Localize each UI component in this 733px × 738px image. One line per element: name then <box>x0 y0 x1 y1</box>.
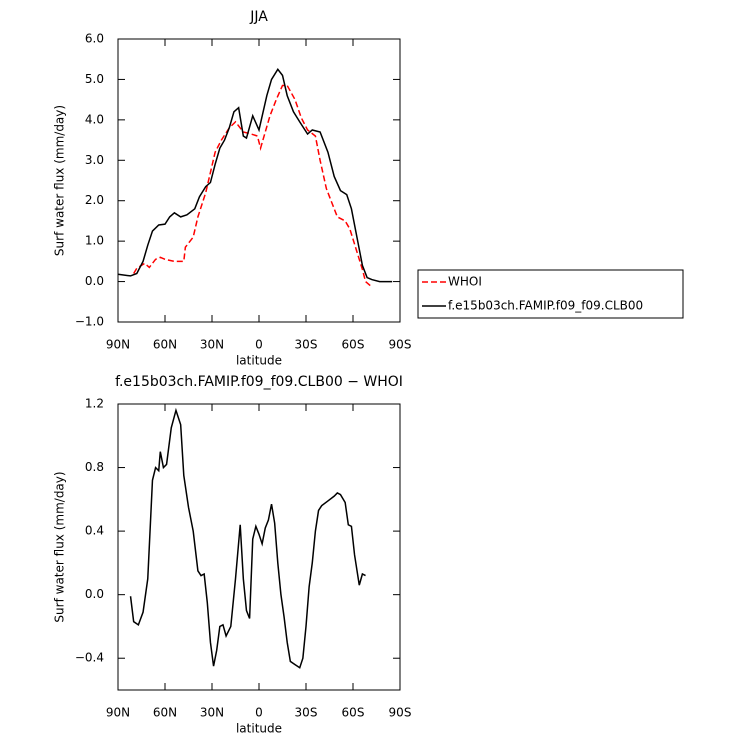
x-tick-label: 60N <box>153 338 177 352</box>
x-tick-label: 60S <box>342 338 365 352</box>
x-tick-label: 90S <box>389 338 412 352</box>
x-tick-label: 0 <box>255 338 263 352</box>
y-tick-label: 4.0 <box>85 112 104 126</box>
y-axis-label: Surf water flux (mm/day) <box>53 105 67 256</box>
x-tick-label: 90N <box>106 338 130 352</box>
chart-title: f.e15b03ch.FAMIP.f09_f09.CLB00 − WHOI <box>115 374 403 390</box>
y-tick-label: 1.0 <box>85 234 104 248</box>
data-line <box>129 407 366 669</box>
data-line <box>117 68 393 283</box>
x-tick-label: 30S <box>295 706 318 720</box>
y-tick-label: 3.0 <box>85 153 104 167</box>
legend-box <box>417 269 684 319</box>
legend-label: WHOI <box>448 275 482 289</box>
y-tick-label: 2.0 <box>85 193 104 207</box>
y-tick-label: 0.0 <box>85 587 104 601</box>
x-tick-label: 30N <box>200 706 224 720</box>
y-tick-label: 0.8 <box>85 460 104 474</box>
y-tick-label: 5.0 <box>85 72 104 86</box>
y-tick-label: 0.4 <box>85 524 104 538</box>
y-tick-label: 0.0 <box>85 274 104 288</box>
x-tick-label: 60N <box>153 706 177 720</box>
plot-frame <box>117 38 401 323</box>
x-tick-label: 0 <box>255 706 263 720</box>
y-tick-label: 1.2 <box>85 397 104 411</box>
y-tick-label: −1.0 <box>75 315 104 329</box>
y-tick-label: 6.0 <box>85 32 104 46</box>
x-tick-label: 90S <box>389 706 412 720</box>
data-line <box>133 84 371 287</box>
x-tick-label: 30N <box>200 338 224 352</box>
y-axis-label: Surf water flux (mm/day) <box>53 471 67 622</box>
y-tick-label: −0.4 <box>75 651 104 665</box>
legend-label: f.e15b03ch.FAMIP.f09_f09.CLB00 <box>448 299 643 313</box>
plot-frame <box>117 403 401 691</box>
chart-title: JJA <box>249 9 268 25</box>
x-tick-label: 60S <box>342 706 365 720</box>
x-axis-label: latitude <box>236 722 282 736</box>
x-axis-label: latitude <box>236 354 282 368</box>
x-tick-label: 30S <box>295 338 318 352</box>
x-tick-label: 90N <box>106 706 130 720</box>
